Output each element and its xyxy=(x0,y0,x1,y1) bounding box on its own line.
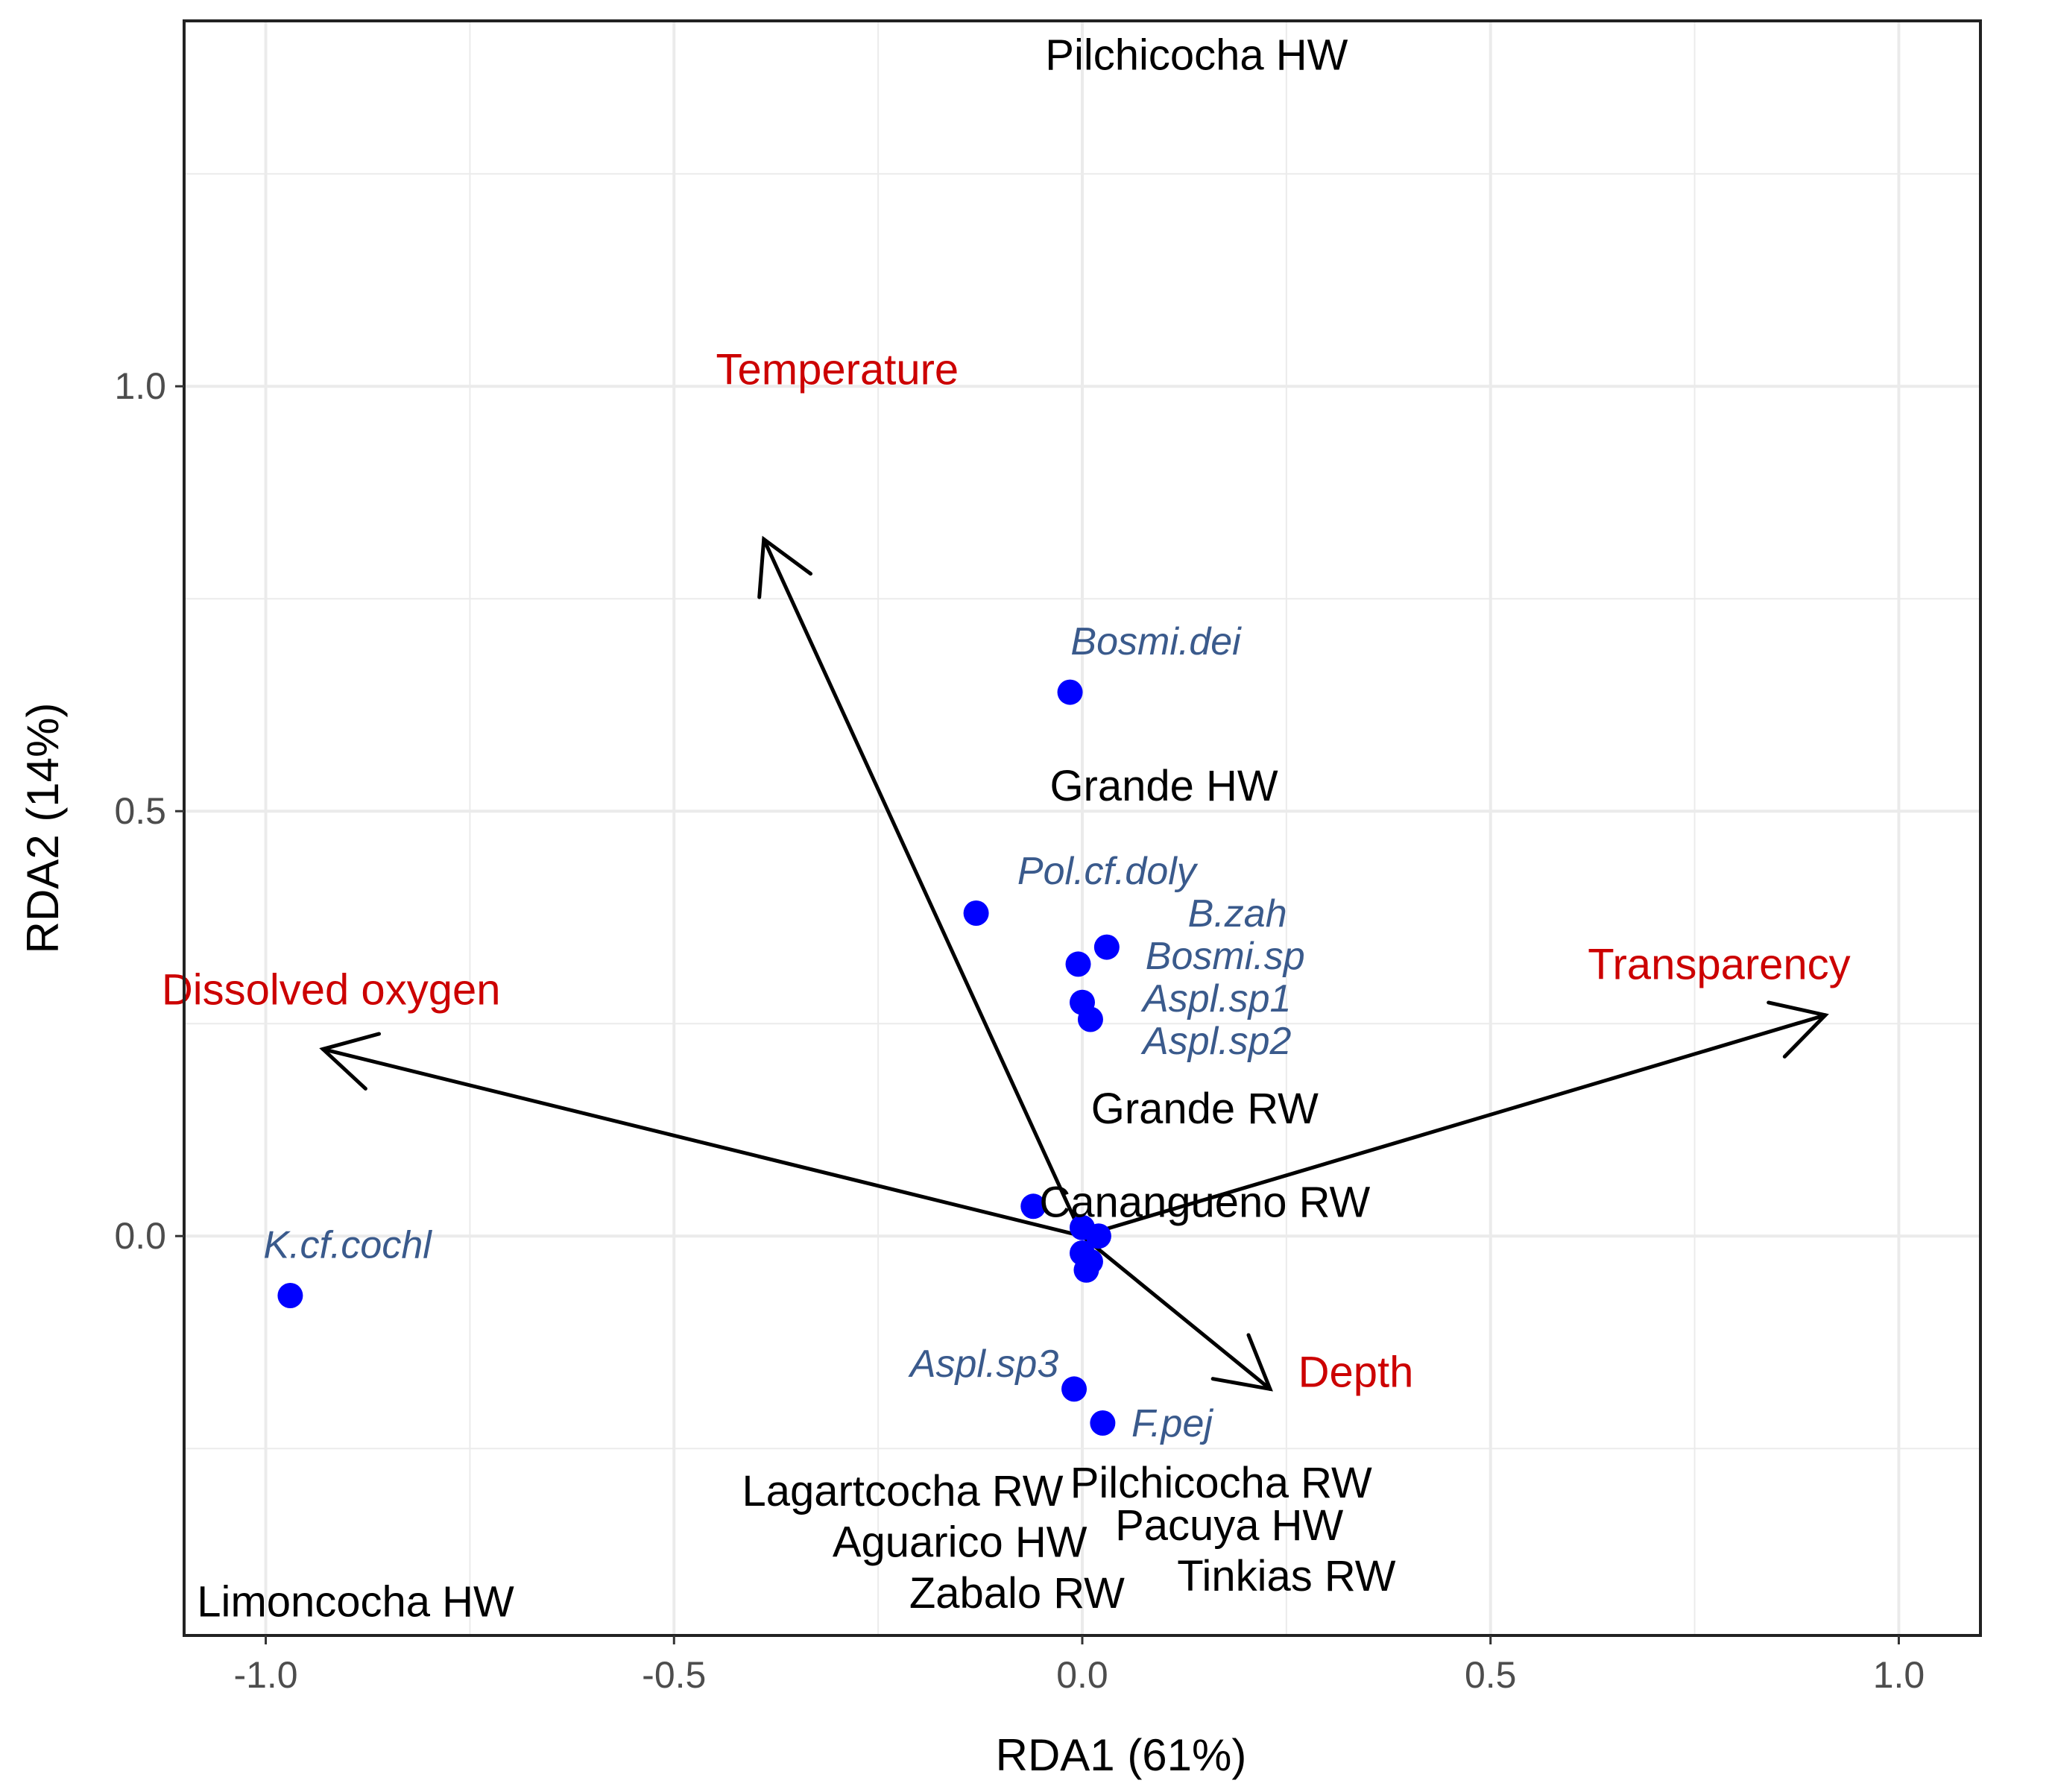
site-label: Pilchicocha RW xyxy=(1070,1459,1372,1507)
data-points xyxy=(277,679,1120,1436)
species-point xyxy=(1020,1193,1046,1220)
axes: -1.0 -0.5 0.0 0.5 1.0 0.0 0.5 1.0 xyxy=(114,365,1925,1696)
species-label: Aspl.sp2 xyxy=(1140,1020,1292,1063)
environmental-vectors xyxy=(319,535,1829,1392)
x-tick-label: -1.0 xyxy=(233,1654,297,1696)
site-label: Tinkias RW xyxy=(1177,1552,1396,1600)
y-tick-label: 0.0 xyxy=(114,1215,166,1257)
point-labels: Pilchicocha HW Grande HW Grande RW Canangue… xyxy=(162,31,1851,1627)
species-point xyxy=(1073,1257,1099,1283)
species-label: K.cf.cochl xyxy=(263,1224,432,1267)
species-point-aspl-sp3 xyxy=(1061,1376,1087,1402)
env-arrow-depth xyxy=(1080,1234,1273,1392)
species-label: Bosmi.sp xyxy=(1146,935,1305,978)
site-label: Zabalo RW xyxy=(909,1569,1125,1618)
species-point-b-zah xyxy=(1093,934,1120,960)
species-label: B.zah xyxy=(1188,892,1287,936)
site-label: Pacuya HW xyxy=(1115,1501,1343,1550)
site-label: Pilchicocha HW xyxy=(1045,31,1348,80)
env-arrow-transparency xyxy=(1080,1000,1829,1238)
x-tick-label: 0.0 xyxy=(1056,1654,1108,1696)
site-label: Aguarico HW xyxy=(833,1518,1087,1567)
env-vector-label: Transparency xyxy=(1588,940,1850,988)
species-label: Pol.cf.doly xyxy=(1017,850,1199,893)
y-tick-label: 0.5 xyxy=(114,790,166,832)
env-arrow-dissolved-oxygen xyxy=(319,1032,1085,1238)
site-label: Grande RW xyxy=(1091,1085,1319,1133)
x-tick-label: 1.0 xyxy=(1873,1654,1925,1696)
site-label: Canangueno RW xyxy=(1039,1179,1370,1227)
species-point-k-cf-cochl xyxy=(277,1283,303,1308)
env-vector-label: Temperature xyxy=(716,345,959,394)
species-point-bosmi-sp xyxy=(1065,951,1091,977)
site-label: Grande HW xyxy=(1049,762,1278,810)
site-label: Lagartcocha RW xyxy=(742,1467,1064,1515)
species-label: Bosmi.dei xyxy=(1070,620,1242,663)
species-point-bosmi-dei xyxy=(1057,679,1083,705)
x-tick-label: -0.5 xyxy=(642,1654,706,1696)
species-label: Aspl.sp3 xyxy=(908,1343,1059,1386)
species-label: F.pej xyxy=(1131,1402,1213,1445)
x-axis-title: RDA1 (61%) xyxy=(996,1730,1247,1780)
species-point-f-pej xyxy=(1090,1410,1116,1436)
species-point-aspl-sp2 xyxy=(1077,1006,1103,1032)
env-arrow-temperature xyxy=(757,535,1085,1238)
species-point-pol-cf-doly xyxy=(963,900,989,926)
x-tick-label: 0.5 xyxy=(1465,1654,1517,1696)
species-label: Aspl.sp1 xyxy=(1140,977,1291,1020)
species-point xyxy=(1085,1223,1111,1249)
env-vector-label: Dissolved oxygen xyxy=(162,966,501,1015)
site-label: Limoncocha HW xyxy=(197,1577,514,1626)
y-tick-label: 1.0 xyxy=(114,365,166,407)
y-axis-title: RDA2 (14%) xyxy=(18,703,68,954)
env-vector-label: Depth xyxy=(1298,1348,1414,1397)
